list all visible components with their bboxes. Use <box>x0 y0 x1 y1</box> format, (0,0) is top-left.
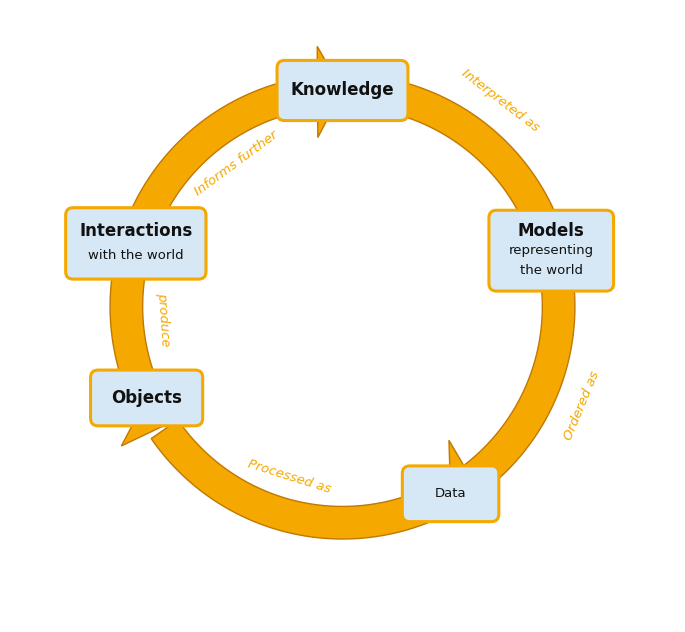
Text: Processed as: Processed as <box>246 458 332 496</box>
Text: Interpreted as: Interpreted as <box>460 66 542 134</box>
Text: Objects: Objects <box>111 389 182 407</box>
Text: Informs further: Informs further <box>192 128 280 198</box>
Polygon shape <box>499 214 587 251</box>
FancyBboxPatch shape <box>277 61 408 121</box>
Text: with the world: with the world <box>88 249 184 262</box>
Text: Interactions: Interactions <box>79 222 192 240</box>
Polygon shape <box>151 420 459 539</box>
FancyBboxPatch shape <box>489 210 614 291</box>
Polygon shape <box>342 74 557 230</box>
FancyBboxPatch shape <box>66 208 206 279</box>
Text: Models: Models <box>518 222 584 240</box>
Polygon shape <box>449 441 495 519</box>
Polygon shape <box>464 246 575 491</box>
Polygon shape <box>317 46 342 138</box>
Text: the world: the world <box>520 264 583 277</box>
Polygon shape <box>121 76 317 248</box>
FancyBboxPatch shape <box>90 370 203 426</box>
Text: Ordered as: Ordered as <box>562 369 601 442</box>
Polygon shape <box>88 243 176 270</box>
Polygon shape <box>121 398 203 446</box>
Text: Data: Data <box>435 487 466 501</box>
Text: representing: representing <box>509 244 594 257</box>
FancyBboxPatch shape <box>402 466 499 521</box>
Text: Knowledge: Knowledge <box>290 82 395 99</box>
Polygon shape <box>110 255 162 405</box>
Text: produce: produce <box>155 292 171 346</box>
